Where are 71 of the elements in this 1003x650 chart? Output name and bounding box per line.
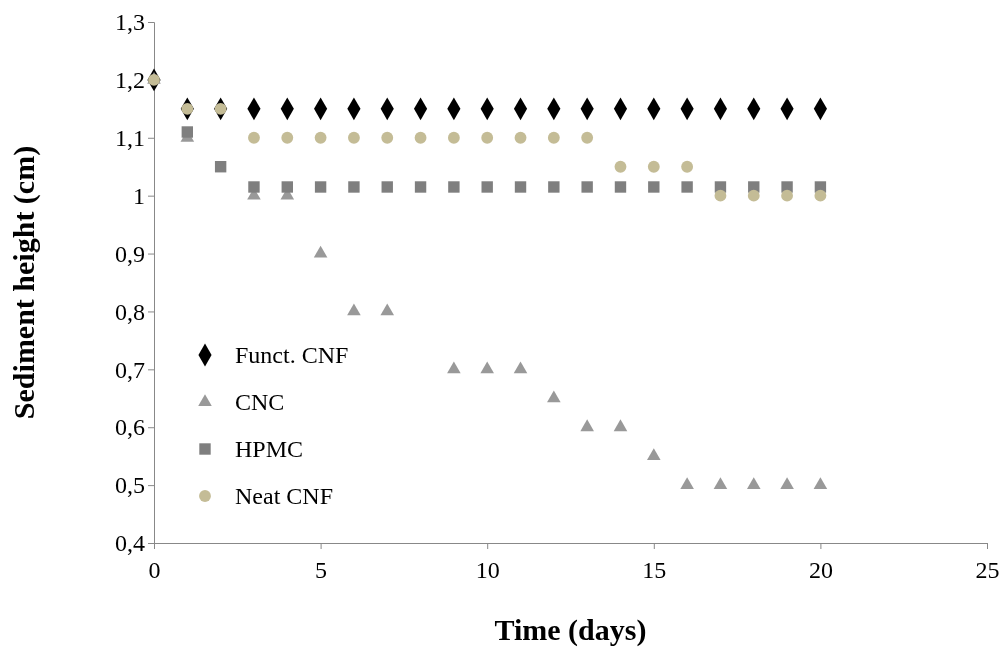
point [414,131,427,144]
legend-label: Funct. CNF [235,342,349,369]
y-tick-label: 0,5 [115,472,145,499]
x-tick-label: 10 [475,557,500,584]
point [481,131,494,144]
point [313,245,328,258]
point [747,189,760,202]
y-tick-label: 0,4 [115,530,145,557]
point [481,181,493,193]
point [647,448,661,461]
point [281,131,294,144]
y-tick-label: 0,6 [115,414,145,441]
point [381,181,393,193]
y-tick-label: 1,3 [115,9,145,36]
x-tick-label: 0 [148,557,161,584]
point [680,477,694,490]
point [348,181,360,193]
point [514,181,527,193]
point [447,131,460,144]
point [714,189,727,202]
y-tick-label: 0,8 [115,298,145,325]
legend-label: Neat CNF [235,483,333,510]
point [780,477,794,490]
point [781,189,793,202]
point [613,419,628,432]
point [513,361,528,374]
y-tick-label: 1,2 [115,67,145,94]
point [181,126,194,138]
point [414,181,427,193]
point [581,181,593,193]
point [580,419,594,432]
y-axis-title: Sediment height (cm) [7,145,41,420]
point [581,131,594,144]
y-tick-label: 1 [133,182,145,209]
point [547,131,560,144]
point [281,181,293,193]
x-tick-label: 20 [808,557,833,584]
point [514,131,527,144]
point [314,131,327,144]
point [248,181,260,193]
x-axis-title: Time (days) [494,613,647,647]
point [214,161,227,173]
point [713,477,728,490]
x-tick-label: 15 [642,557,667,584]
point [381,131,394,144]
legend-label: CNC [235,389,285,416]
point [614,181,627,193]
point [681,181,693,193]
point [348,131,360,144]
point [814,189,827,202]
point [614,160,627,173]
x-tick-label: 5 [315,557,328,584]
point [813,477,828,490]
y-tick-label: 0,7 [115,356,145,383]
point [480,361,494,374]
y-tick-label: 1,1 [115,124,145,151]
point [648,181,660,193]
x-tick-label: 25 [975,557,1000,584]
point [681,160,694,173]
point [647,160,660,173]
point [746,477,761,490]
point [447,361,461,374]
point [248,131,260,144]
point [380,303,395,316]
point [448,181,460,193]
point [347,303,361,316]
point [548,181,560,193]
point [547,390,561,403]
y-tick-label: 0,9 [115,240,145,267]
legend-label: HPMC [235,436,304,463]
point [314,181,327,193]
